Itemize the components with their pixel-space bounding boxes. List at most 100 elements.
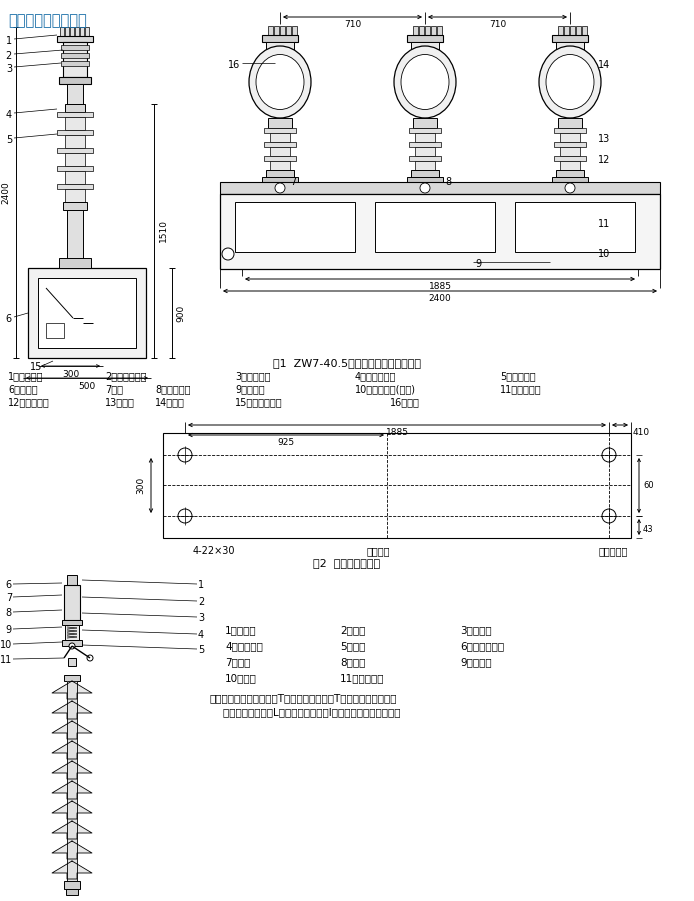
Text: 2、螺母: 2、螺母 (340, 625, 365, 635)
Text: 8: 8 (6, 608, 12, 618)
Text: 8、吊环螺钉: 8、吊环螺钉 (155, 384, 190, 394)
Text: 15: 15 (30, 362, 42, 372)
Bar (67, 861, 77, 881)
Bar (564, 26, 569, 35)
Bar (409, 156, 441, 161)
Bar (262, 35, 298, 42)
Text: 710: 710 (489, 20, 506, 29)
Text: 6: 6 (6, 580, 12, 590)
Bar (65, 135, 85, 148)
Text: 10: 10 (598, 249, 610, 259)
Bar (411, 42, 439, 60)
Bar (57, 36, 93, 42)
Bar (57, 166, 93, 171)
Text: 6、机构箱: 6、机构箱 (8, 384, 37, 394)
Bar (28, 268, 146, 358)
Bar (163, 433, 631, 538)
Bar (558, 26, 563, 35)
Bar (85, 27, 89, 36)
Bar (67, 681, 77, 701)
Text: 5: 5 (6, 135, 12, 145)
Bar (220, 182, 660, 194)
Text: 9、联接头: 9、联接头 (460, 657, 491, 667)
Bar (61, 45, 89, 50)
Text: 7: 7 (290, 177, 296, 187)
Bar (57, 148, 93, 153)
Bar (560, 133, 580, 142)
Bar (38, 278, 136, 348)
Text: 16、螺栓: 16、螺栓 (390, 397, 420, 407)
Text: 710: 710 (344, 20, 361, 29)
Bar (409, 142, 441, 147)
Ellipse shape (546, 54, 594, 110)
Text: 8: 8 (445, 177, 451, 187)
Text: 2、真空灭弧室: 2、真空灭弧室 (105, 371, 146, 381)
Text: 5、拐臂: 5、拐臂 (340, 641, 365, 651)
Bar (63, 42, 87, 77)
Text: 1: 1 (6, 36, 12, 46)
Text: 五、外形及安装尺寸: 五、外形及安装尺寸 (8, 13, 87, 28)
Polygon shape (52, 741, 92, 759)
Text: 9、门把手: 9、门把手 (235, 384, 264, 394)
Bar (67, 781, 77, 801)
Text: 500: 500 (78, 382, 96, 391)
Bar (57, 130, 93, 135)
Bar (264, 142, 296, 147)
Bar (286, 26, 291, 35)
Text: 11: 11 (598, 219, 610, 229)
Text: 1、灭弧室: 1、灭弧室 (225, 625, 257, 635)
Bar (59, 77, 91, 84)
Bar (67, 210, 83, 268)
Polygon shape (52, 861, 92, 879)
Bar (57, 184, 93, 189)
Text: 2: 2 (198, 597, 204, 607)
Text: 13、拐臂: 13、拐臂 (105, 397, 135, 407)
Text: 8、拐臂: 8、拐臂 (340, 657, 365, 667)
Bar (425, 26, 430, 35)
Text: 900: 900 (176, 305, 185, 322)
Text: 60: 60 (643, 480, 654, 489)
Text: 6: 6 (6, 314, 12, 324)
Bar (270, 133, 290, 142)
Bar (558, 118, 582, 128)
Text: 7、导杆: 7、导杆 (225, 657, 251, 667)
Text: 3: 3 (198, 613, 204, 623)
Text: 1: 1 (198, 580, 204, 590)
Text: 中相位置: 中相位置 (367, 546, 391, 556)
Bar (64, 675, 80, 681)
Bar (413, 26, 418, 35)
Polygon shape (52, 721, 92, 739)
Bar (67, 84, 83, 104)
Text: 1、出线端子: 1、出线端子 (8, 371, 44, 381)
Text: 3: 3 (6, 64, 12, 74)
Bar (437, 26, 442, 35)
Ellipse shape (401, 54, 449, 110)
Bar (413, 118, 437, 128)
Bar (375, 202, 495, 252)
Bar (68, 658, 76, 666)
Bar (65, 153, 85, 166)
Text: 电缆盒位置: 电缆盒位置 (599, 546, 628, 556)
Bar (262, 177, 298, 184)
Bar (515, 202, 635, 252)
Circle shape (178, 509, 192, 523)
Bar (554, 142, 586, 147)
Bar (65, 189, 85, 202)
Text: 12、绝缘拉杆: 12、绝缘拉杆 (8, 397, 50, 407)
Bar (268, 118, 292, 128)
Bar (419, 26, 424, 35)
Bar (552, 35, 588, 42)
Bar (59, 258, 91, 268)
Bar (67, 701, 77, 721)
Bar (576, 26, 581, 35)
Bar (552, 177, 588, 184)
Polygon shape (52, 821, 92, 839)
Ellipse shape (249, 46, 311, 118)
Circle shape (178, 448, 192, 462)
Bar (67, 821, 77, 841)
Circle shape (222, 248, 234, 260)
Text: 注：断路器分闸时测得的T值与合闸时测得的T值之差为触头开距。: 注：断路器分闸时测得的T值与合闸时测得的T值之差为触头开距。 (210, 693, 398, 703)
Text: 4-22×30: 4-22×30 (193, 546, 235, 556)
Bar (407, 177, 443, 184)
Bar (67, 681, 77, 883)
